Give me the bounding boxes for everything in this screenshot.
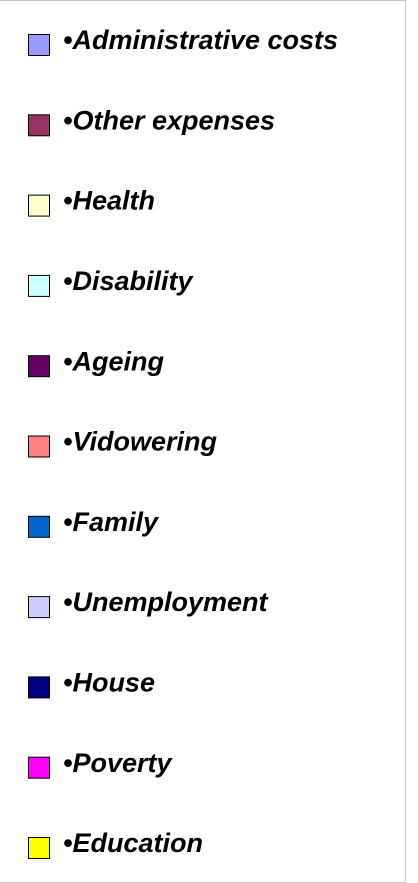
legend-label: •Poverty: [63, 748, 173, 778]
legend-swatch: [28, 194, 50, 217]
legend-swatch: [28, 596, 50, 619]
legend-swatch: [28, 756, 50, 779]
legend-label: •Vidowering: [63, 427, 217, 457]
legend-label: •Administrative costs: [63, 25, 338, 55]
legend-swatch: [28, 676, 50, 699]
legend-swatch: [28, 435, 50, 458]
legend-label: •Family: [63, 507, 160, 537]
legend-label: •Other expenses: [63, 105, 275, 135]
legend-label: •Education: [63, 828, 203, 858]
legend-swatch: [28, 114, 50, 137]
legend-swatch: [28, 355, 50, 378]
legend-label: •Ageing: [63, 346, 164, 376]
legend-swatch: [28, 34, 50, 56]
legend-swatch: [28, 274, 50, 297]
legend-label: •Unemployment: [63, 587, 268, 617]
legend-swatch: [28, 837, 50, 859]
legend-label: •Health: [63, 186, 155, 216]
legend-label: •House: [63, 668, 155, 698]
legend-label: •Disability: [63, 266, 194, 296]
legend-swatch: [28, 515, 50, 538]
